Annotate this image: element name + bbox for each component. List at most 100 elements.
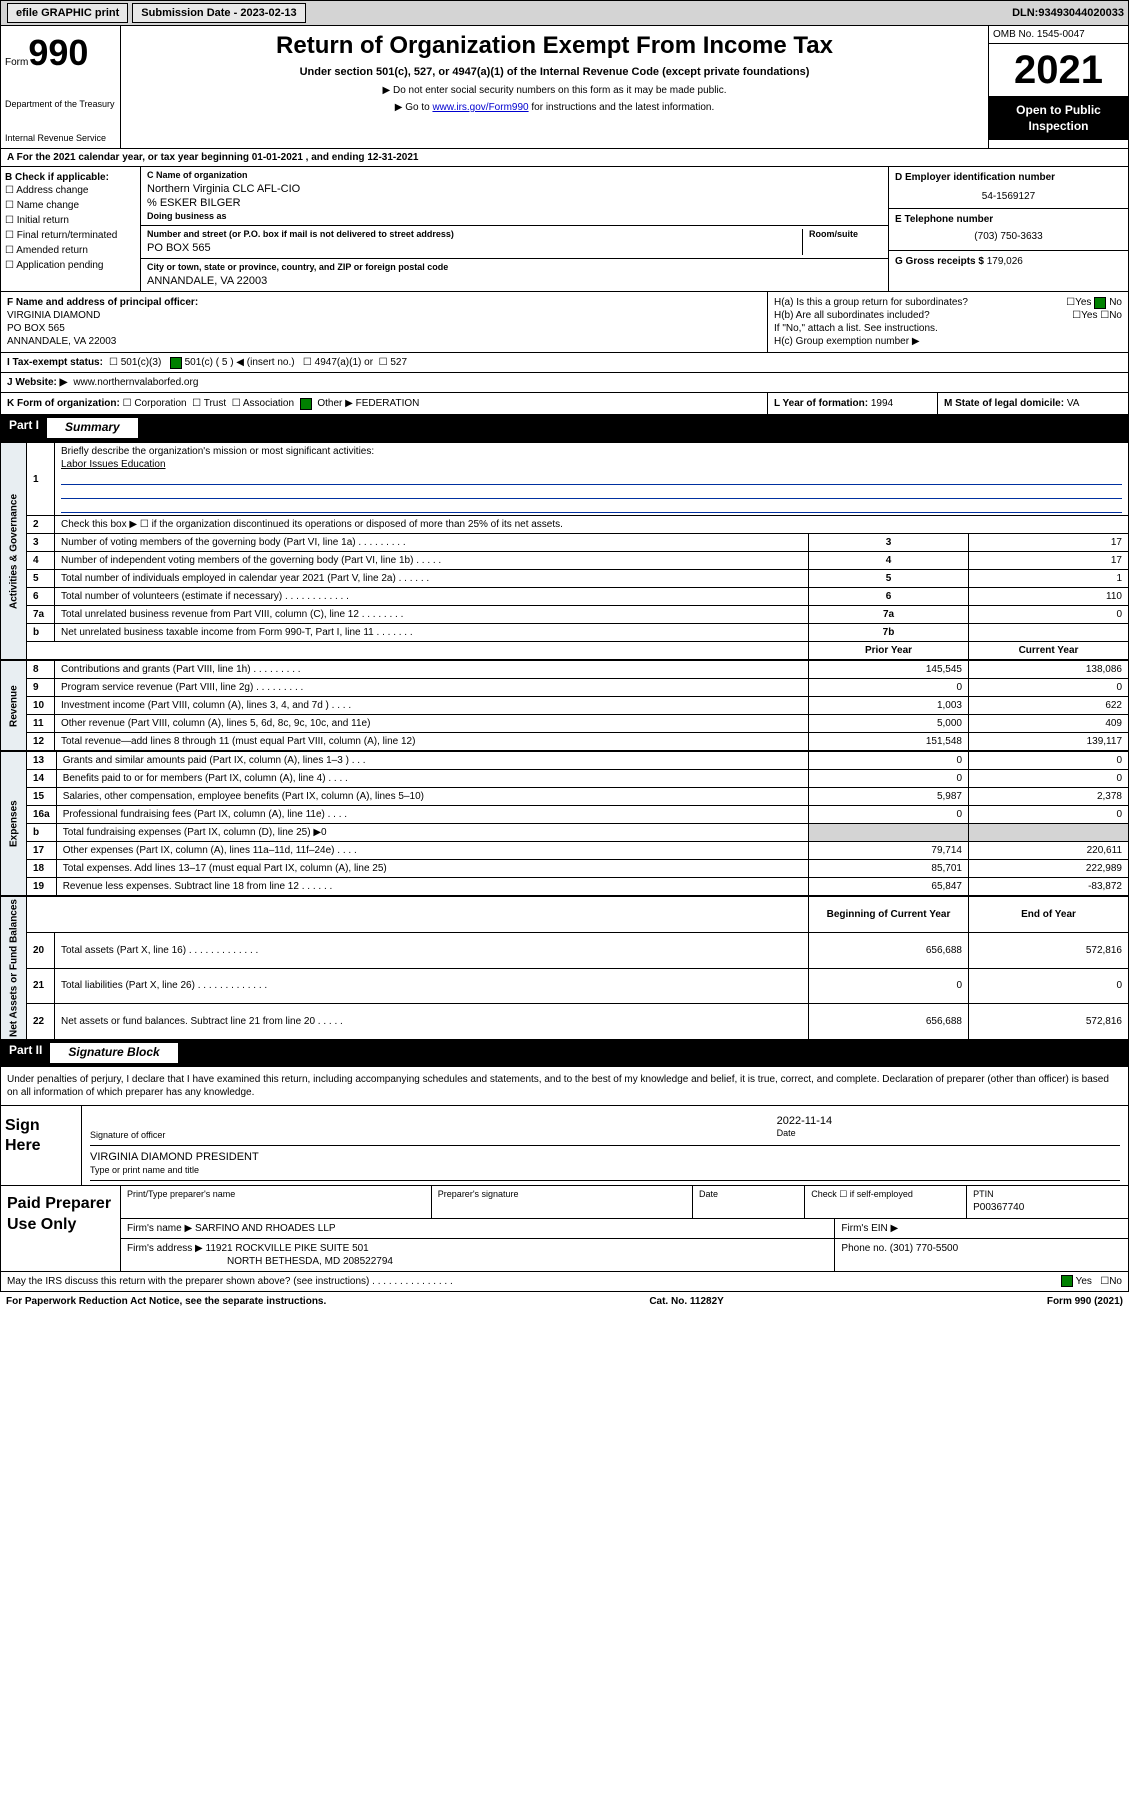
row-value [969,624,1129,642]
discuss-text: May the IRS discuss this return with the… [7,1275,1061,1288]
q2-num: 2 [27,516,55,534]
hb-row: H(b) Are all subordinates included? ☐Yes… [774,309,1122,322]
prior-year-header: Prior Year [809,642,969,660]
boy-value: 656,688 [809,1004,969,1040]
row-num: 22 [27,1004,55,1040]
section-b-label: B Check if applicable: [5,171,136,184]
chk-other-label: Other ▶ [317,398,352,409]
chk-final-return[interactable]: ☐ Final return/terminated [5,229,136,242]
chk-app-pending[interactable]: ☐ Application pending [5,259,136,272]
chk-501c-checkbox[interactable] [170,357,182,369]
chk-address-change[interactable]: ☐ Address change [5,184,136,197]
row-num: 10 [27,697,55,715]
firm-phone-value: (301) 770-5500 [890,1243,958,1254]
boy-value: 656,688 [809,932,969,968]
chk-other-checkbox[interactable] [300,398,312,410]
section-b: B Check if applicable: ☐ Address change … [1,167,141,291]
chk-501c3[interactable]: ☐ 501(c)(3) [109,356,161,369]
row-a-tax-year: A For the 2021 calendar year, or tax yea… [0,149,1129,167]
eoy-value: 0 [969,968,1129,1004]
paid-preparer-label: Paid Preparer Use Only [1,1186,121,1271]
prior-year-value: 1,003 [809,697,969,715]
firm-addr-label: Firm's address ▶ [127,1243,203,1254]
row-num: 18 [27,860,57,878]
form-title: Return of Organization Exempt From Incom… [129,30,980,61]
eoy-header: End of Year [969,897,1129,933]
ein-value: 54-1569127 [895,190,1122,203]
row-box: 7b [809,624,969,642]
row-num: 6 [27,588,55,606]
ptin-label: PTIN [973,1189,1122,1201]
firm-phone-label: Phone no. [841,1243,889,1254]
chk-4947[interactable]: ☐ 4947(a)(1) or [303,356,373,369]
gross-receipts-value: 179,026 [987,256,1023,267]
addr-label: Number and street (or P.O. box if mail i… [147,229,802,241]
irs-label: Internal Revenue Service [5,133,116,145]
eoy-value: 572,816 [969,1004,1129,1040]
hb-yesno: ☐Yes ☐No [1072,309,1122,322]
row-text: Number of voting members of the governin… [55,534,809,552]
sig-date-value: 2022-11-14 [777,1114,1120,1128]
omb-number: OMB No. 1545-0047 [989,26,1128,44]
row-text: Total number of volunteers (estimate if … [55,588,809,606]
ptin-value: P00367740 [973,1201,1122,1214]
side-netassets: Net Assets or Fund Balances [1,897,27,1040]
form-header-left: Form990 Department of the Treasury Inter… [1,26,121,148]
chk-trust[interactable]: ☐ Trust [192,398,226,409]
row-num: 15 [27,788,57,806]
side-revenue: Revenue [1,661,27,751]
sign-here-block: Sign Here Signature of officer 2022-11-1… [0,1106,1129,1187]
chk-name-change[interactable]: ☐ Name change [5,199,136,212]
discuss-no: No [1109,1275,1122,1288]
row-num: 12 [27,733,55,751]
other-value: FEDERATION [356,398,420,409]
chk-527[interactable]: ☐ 527 [379,356,407,369]
current-year-value: 409 [969,715,1129,733]
row-num: 7a [27,606,55,624]
form-word: Form [5,57,28,68]
efile-print-button[interactable]: efile GRAPHIC print [7,3,128,23]
current-year-value: 622 [969,697,1129,715]
row-text: Grants and similar amounts paid (Part IX… [56,752,808,770]
year-formation-value: 1994 [871,398,893,409]
form-header-center: Return of Organization Exempt From Incom… [121,26,988,148]
part1-header: Part I Summary [0,415,1129,442]
row-box: 3 [809,534,969,552]
row-value: 0 [969,606,1129,624]
current-year-value: 222,989 [969,860,1129,878]
irs-link[interactable]: www.irs.gov/Form990 [432,102,528,113]
chk-assoc[interactable]: ☐ Association [232,398,294,409]
row-num: 13 [27,752,57,770]
ha-no-checkbox[interactable] [1094,297,1106,309]
prior-year-value: 0 [809,752,969,770]
prior-year-value: 0 [809,806,969,824]
row-text: Total liabilities (Part X, line 26) . . … [55,968,809,1004]
side-activities: Activities & Governance [1,443,27,660]
chk-amended-return[interactable]: ☐ Amended return [5,244,136,257]
row-text: Total number of individuals employed in … [55,570,809,588]
current-year-value: 0 [969,752,1129,770]
prior-year-value: 145,545 [809,661,969,679]
open-to-public: Open to Public Inspection [989,97,1128,140]
boy-value: 0 [809,968,969,1004]
current-year-value: 220,611 [969,842,1129,860]
chk-corp[interactable]: ☐ Corporation [123,398,187,409]
current-year-value: -83,872 [969,878,1129,896]
row-num: 21 [27,968,55,1004]
section-m: M State of legal domicile: VA [938,393,1128,414]
submission-date-label: Submission Date - [141,7,240,19]
officer-name-title: VIRGINIA DIAMOND PRESIDENT [90,1150,1120,1164]
prior-year-value: 79,714 [809,842,969,860]
chk-initial-return[interactable]: ☐ Initial return [5,214,136,227]
prior-year-value [809,824,969,842]
gross-receipts-label: G Gross receipts $ [895,256,987,267]
q1-num: 1 [27,443,55,516]
row-num: 3 [27,534,55,552]
row-text: Total fundraising expenses (Part IX, col… [56,824,808,842]
submission-date-button[interactable]: Submission Date - 2023-02-13 [132,3,305,23]
topbar: efile GRAPHIC print Submission Date - 20… [0,0,1129,26]
firm-addr1: 11921 ROCKVILLE PIKE SUITE 501 [206,1243,369,1254]
discuss-yes-checkbox[interactable] [1061,1275,1073,1287]
website-value[interactable]: www.northernvalaborfed.org [73,376,198,389]
phone-value: (703) 750-3633 [895,230,1122,243]
